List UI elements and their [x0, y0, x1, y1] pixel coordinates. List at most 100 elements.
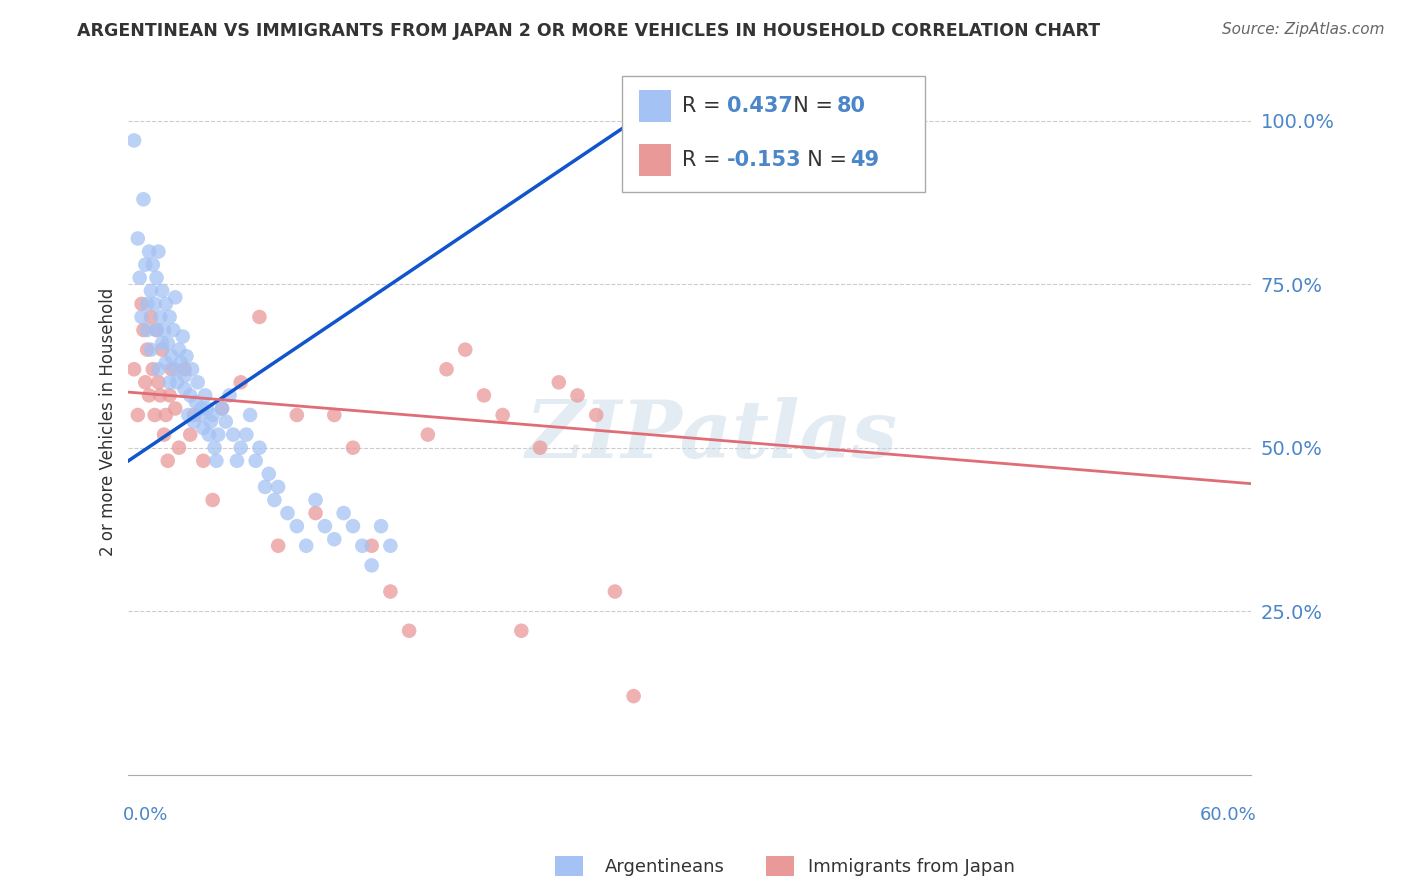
- Point: [128, 270, 150, 285]
- Point: [136, 343, 159, 357]
- Text: 0.437: 0.437: [727, 96, 793, 116]
- Point: [249, 310, 271, 324]
- Point: [162, 323, 184, 337]
- Point: [183, 415, 205, 429]
- Point: [380, 584, 402, 599]
- Point: [352, 539, 374, 553]
- Point: [138, 244, 160, 259]
- Point: [173, 368, 195, 383]
- Point: [148, 376, 170, 390]
- Point: [173, 362, 195, 376]
- Point: [143, 408, 166, 422]
- Point: [193, 421, 215, 435]
- Point: [150, 336, 173, 351]
- Point: [360, 539, 382, 553]
- Point: [603, 584, 626, 599]
- Point: [492, 408, 515, 422]
- Point: [148, 244, 170, 259]
- Point: [342, 441, 364, 455]
- Point: [204, 441, 226, 455]
- Point: [167, 441, 190, 455]
- Point: [267, 539, 290, 553]
- Point: [166, 376, 188, 390]
- Point: [142, 362, 165, 376]
- Point: [170, 356, 193, 370]
- Text: 49: 49: [851, 151, 879, 170]
- Point: [131, 297, 153, 311]
- FancyBboxPatch shape: [640, 145, 671, 177]
- Point: [295, 539, 318, 553]
- Point: [263, 493, 285, 508]
- Text: R =: R =: [682, 151, 727, 170]
- Point: [159, 388, 181, 402]
- Point: [134, 258, 156, 272]
- Point: [159, 310, 181, 324]
- Point: [145, 323, 167, 337]
- Point: [370, 519, 392, 533]
- Point: [145, 270, 167, 285]
- Point: [122, 133, 145, 147]
- Point: [184, 395, 207, 409]
- Point: [153, 323, 176, 337]
- Point: [160, 362, 183, 376]
- FancyBboxPatch shape: [623, 76, 925, 192]
- Point: [205, 454, 228, 468]
- Text: 80: 80: [837, 96, 866, 116]
- Point: [454, 343, 477, 357]
- Point: [342, 519, 364, 533]
- Point: [529, 441, 551, 455]
- Point: [149, 388, 172, 402]
- Point: [160, 349, 183, 363]
- Point: [139, 310, 162, 324]
- Point: [149, 310, 172, 324]
- Point: [145, 323, 167, 337]
- Point: [547, 376, 569, 390]
- Point: [436, 362, 458, 376]
- Point: [176, 349, 198, 363]
- Point: [200, 415, 222, 429]
- Point: [472, 388, 495, 402]
- Point: [136, 297, 159, 311]
- Y-axis label: 2 or more Vehicles in Household: 2 or more Vehicles in Household: [100, 287, 117, 556]
- Point: [155, 297, 177, 311]
- Point: [165, 401, 187, 416]
- Point: [173, 382, 195, 396]
- Point: [285, 519, 308, 533]
- Point: [150, 343, 173, 357]
- Point: [183, 408, 205, 422]
- Point: [127, 231, 149, 245]
- Point: [229, 441, 252, 455]
- Point: [131, 310, 153, 324]
- Text: 0.0%: 0.0%: [122, 806, 169, 824]
- FancyBboxPatch shape: [640, 90, 671, 122]
- Point: [215, 415, 238, 429]
- Text: -0.153: -0.153: [727, 151, 801, 170]
- Point: [194, 388, 217, 402]
- Text: Immigrants from Japan: Immigrants from Japan: [808, 858, 1015, 876]
- Point: [195, 401, 218, 416]
- Point: [226, 454, 249, 468]
- Point: [172, 329, 194, 343]
- Point: [254, 480, 277, 494]
- Point: [136, 323, 159, 337]
- Point: [156, 336, 179, 351]
- Point: [332, 506, 354, 520]
- Point: [285, 408, 308, 422]
- Point: [201, 493, 224, 508]
- Point: [211, 401, 233, 416]
- Point: [416, 427, 439, 442]
- Point: [159, 376, 181, 390]
- Point: [304, 506, 326, 520]
- Point: [181, 362, 204, 376]
- Point: [134, 376, 156, 390]
- Point: [148, 362, 170, 376]
- Point: [187, 376, 209, 390]
- Point: [360, 558, 382, 573]
- Point: [153, 427, 176, 442]
- Text: ARGENTINEAN VS IMMIGRANTS FROM JAPAN 2 OR MORE VEHICLES IN HOUSEHOLD CORRELATION: ARGENTINEAN VS IMMIGRANTS FROM JAPAN 2 O…: [77, 22, 1101, 40]
- Point: [211, 401, 233, 416]
- Point: [229, 376, 252, 390]
- Point: [150, 284, 173, 298]
- Point: [127, 408, 149, 422]
- Text: Argentineans: Argentineans: [605, 858, 724, 876]
